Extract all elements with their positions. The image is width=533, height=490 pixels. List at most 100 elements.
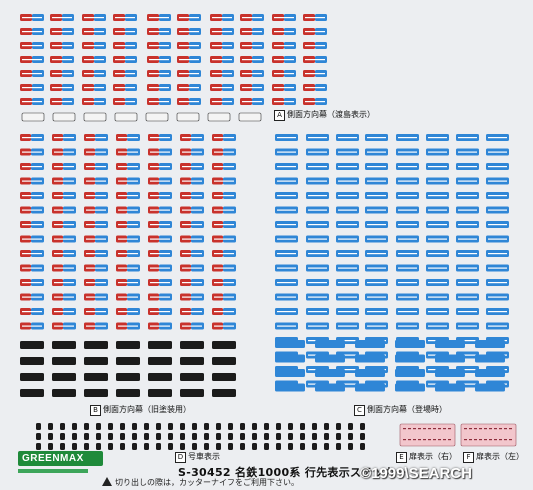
plate-text-stroke [277, 267, 296, 269]
plate-text-stroke [398, 311, 417, 313]
plate-blue-wide [395, 369, 425, 377]
plate-text-stroke [52, 73, 72, 75]
plate-text-stroke [398, 209, 417, 211]
plate-white [114, 112, 138, 122]
door-plate-mark [469, 428, 472, 430]
plate-text-stroke [274, 45, 294, 47]
plate-text-stroke [277, 253, 296, 255]
plate-text-stroke [308, 238, 327, 240]
plate-text-stroke [277, 195, 296, 197]
car-number-plate [156, 423, 161, 430]
plate-text-stroke [22, 45, 42, 47]
plate-text-stroke [115, 59, 135, 61]
plate-text-stroke [277, 224, 296, 226]
door-plate-mark [413, 428, 416, 430]
car-number-plate [132, 423, 137, 430]
car-number-plate [144, 433, 149, 440]
plate-blue-wide [355, 369, 385, 377]
plate-black [148, 389, 172, 397]
car-number-plate [288, 433, 293, 440]
plate-text-stroke [150, 282, 170, 284]
plate-text-stroke [458, 209, 477, 211]
plate-white [176, 112, 200, 122]
plate-text-stroke [214, 224, 234, 226]
car-number-plate [336, 433, 341, 440]
plate-text-stroke [367, 311, 386, 313]
plate-blue-wide [475, 340, 505, 348]
plate-text-stroke [22, 224, 42, 226]
plate-black [212, 341, 236, 349]
plate-text-stroke [150, 180, 170, 182]
plate-text-stroke [398, 224, 417, 226]
plate-text-stroke [86, 238, 106, 240]
plate-text-stroke [182, 180, 202, 182]
plate-black [20, 389, 44, 397]
plate-blue-wide [275, 369, 305, 377]
car-number-plate [216, 433, 221, 440]
plate-text-stroke [22, 101, 42, 103]
plate-black [84, 357, 108, 365]
plate-text-stroke [149, 73, 169, 75]
plate-text-stroke [338, 296, 357, 298]
plate-text-stroke [212, 31, 232, 33]
plate-text-stroke [22, 253, 42, 255]
plate-text-stroke [84, 101, 104, 103]
door-plate-mark [448, 428, 451, 430]
plate-text-stroke [338, 267, 357, 269]
car-number-plate [360, 443, 365, 450]
plate-text-stroke [182, 282, 202, 284]
car-number-plate [348, 423, 353, 430]
plate-text-stroke [115, 87, 135, 89]
plate-black [212, 357, 236, 365]
plate-text-stroke [428, 166, 447, 168]
plate-text-stroke [428, 151, 447, 153]
door-plate-mark [403, 428, 406, 430]
door-plate-mark [509, 439, 512, 441]
door-plate [399, 423, 456, 447]
plate-text-stroke [86, 267, 106, 269]
car-number-plate [108, 443, 113, 450]
plate-text-stroke [488, 238, 507, 240]
car-number-plate [144, 423, 149, 430]
car-number-plate [48, 433, 53, 440]
door-plate-mark [464, 428, 467, 430]
plate-white [207, 112, 231, 122]
plate-text-stroke [398, 137, 417, 139]
plate-text-stroke [214, 137, 234, 139]
door-plate-mark [484, 428, 487, 430]
plate-blue-wide [475, 354, 505, 363]
plate-text-stroke [305, 73, 325, 75]
plate-text-stroke [458, 267, 477, 269]
car-number-plate [240, 443, 245, 450]
plate-text-stroke [488, 166, 507, 168]
plate-text-stroke [305, 59, 325, 61]
plate-text-stroke [398, 238, 417, 240]
car-number-plate [336, 423, 341, 430]
plate-text-stroke [488, 282, 507, 284]
plate-text-stroke [242, 59, 262, 61]
plate-text-stroke [274, 59, 294, 61]
plate-text-stroke [118, 166, 138, 168]
plate-text-stroke [214, 166, 234, 168]
section-a-label: A 側面方向幕（渡島表示） [274, 110, 375, 121]
door-plate-mark [484, 439, 487, 441]
car-number-plate [300, 423, 305, 430]
plate-text-stroke [118, 282, 138, 284]
plate-black [180, 373, 204, 381]
plate-text-stroke [488, 311, 507, 313]
car-number-plate [84, 423, 89, 430]
plate-blue-wide [435, 340, 465, 348]
plate-text-stroke [458, 282, 477, 284]
plate-text-stroke [52, 87, 72, 89]
plate-text-stroke [54, 151, 74, 153]
plate-black [84, 389, 108, 397]
plate-text-stroke [488, 195, 507, 197]
plate-text-stroke [149, 17, 169, 19]
plate-text-stroke [305, 45, 325, 47]
plate-blue-wide [395, 340, 425, 348]
plate-text-stroke [338, 253, 357, 255]
plate-text-stroke [367, 238, 386, 240]
plate-text-stroke [54, 282, 74, 284]
plate-text-stroke [428, 238, 447, 240]
plate-text-stroke [488, 325, 507, 327]
